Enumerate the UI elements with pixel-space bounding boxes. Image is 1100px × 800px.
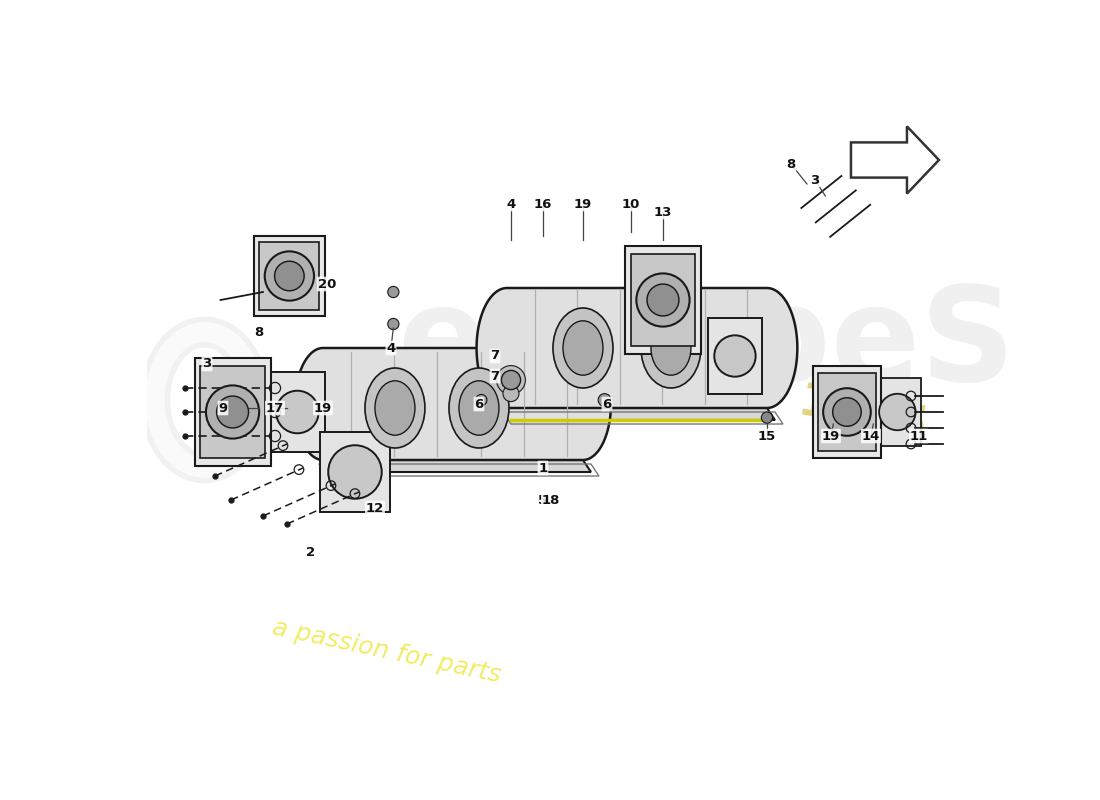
Circle shape <box>265 251 313 301</box>
Text: 8: 8 <box>254 326 264 338</box>
Circle shape <box>388 318 399 330</box>
Text: 2: 2 <box>307 546 316 558</box>
Text: 6: 6 <box>474 398 484 410</box>
Polygon shape <box>476 288 798 408</box>
Ellipse shape <box>375 381 415 435</box>
Text: 19: 19 <box>314 402 332 414</box>
Ellipse shape <box>641 308 701 388</box>
Text: 18: 18 <box>542 494 560 506</box>
Text: 9: 9 <box>219 402 228 414</box>
Polygon shape <box>320 432 390 512</box>
Text: 14: 14 <box>861 430 880 442</box>
Text: 20: 20 <box>318 278 337 290</box>
Text: 19: 19 <box>822 430 840 442</box>
Text: 19: 19 <box>574 198 592 210</box>
Text: 7: 7 <box>491 350 499 362</box>
Text: europeS: europeS <box>398 281 1016 407</box>
Circle shape <box>637 274 690 326</box>
Text: 12: 12 <box>366 502 384 514</box>
Circle shape <box>823 388 871 436</box>
Polygon shape <box>327 460 591 472</box>
Circle shape <box>476 394 487 406</box>
Circle shape <box>598 394 611 406</box>
Polygon shape <box>260 242 319 310</box>
Text: 4: 4 <box>386 342 396 354</box>
Text: 17: 17 <box>266 402 284 414</box>
Circle shape <box>275 262 304 290</box>
Ellipse shape <box>459 381 499 435</box>
Ellipse shape <box>449 368 509 448</box>
Circle shape <box>496 366 526 394</box>
Ellipse shape <box>563 321 603 375</box>
Circle shape <box>714 335 756 377</box>
Polygon shape <box>295 348 610 460</box>
Polygon shape <box>254 236 324 316</box>
Text: 4: 4 <box>506 198 516 210</box>
Polygon shape <box>813 366 881 458</box>
Text: 5: 5 <box>538 494 548 506</box>
Circle shape <box>761 412 772 423</box>
Circle shape <box>276 390 319 434</box>
Text: 15: 15 <box>758 430 777 442</box>
Circle shape <box>328 446 382 498</box>
Text: 6: 6 <box>603 398 612 410</box>
Text: 1: 1 <box>538 462 548 474</box>
Polygon shape <box>200 366 265 458</box>
Text: 3: 3 <box>202 358 211 370</box>
Text: a passion for parts: a passion for parts <box>271 616 504 688</box>
Circle shape <box>833 398 861 426</box>
Text: 8: 8 <box>786 158 795 170</box>
Ellipse shape <box>553 308 613 388</box>
Ellipse shape <box>365 368 425 448</box>
Polygon shape <box>818 373 876 451</box>
Polygon shape <box>630 254 695 346</box>
Text: 13: 13 <box>653 206 672 218</box>
Circle shape <box>647 284 679 316</box>
Text: 3: 3 <box>811 174 819 186</box>
Polygon shape <box>625 246 701 354</box>
Circle shape <box>217 396 249 428</box>
Circle shape <box>388 286 399 298</box>
Circle shape <box>503 386 519 402</box>
Polygon shape <box>873 378 922 446</box>
Circle shape <box>879 394 915 430</box>
Polygon shape <box>512 408 776 420</box>
Ellipse shape <box>651 321 691 375</box>
Text: 11: 11 <box>910 430 928 442</box>
Polygon shape <box>195 358 271 466</box>
Polygon shape <box>270 372 326 452</box>
Text: 1585: 1585 <box>794 380 932 452</box>
Text: 16: 16 <box>534 198 552 210</box>
Text: 10: 10 <box>621 198 640 210</box>
Circle shape <box>502 370 520 390</box>
Circle shape <box>206 386 260 438</box>
Polygon shape <box>707 318 762 394</box>
Text: 7: 7 <box>491 370 499 382</box>
